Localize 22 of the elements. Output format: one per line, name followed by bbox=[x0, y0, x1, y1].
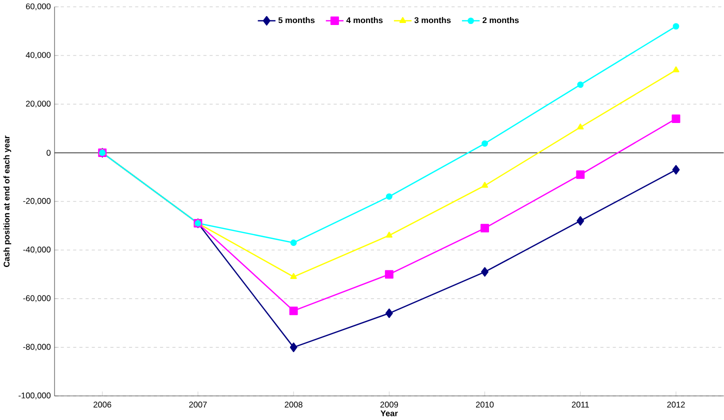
x-tick-label: 2006 bbox=[94, 402, 112, 408]
x-tick-label: 2011 bbox=[572, 402, 589, 408]
y-axis-title: Cash position at end of each year bbox=[3, 136, 12, 268]
legend-label: 3 months bbox=[414, 17, 451, 24]
x-tick-label: 2012 bbox=[667, 402, 685, 408]
y-tick-label: 60,000 bbox=[26, 4, 51, 10]
y-tick-label: -20,000 bbox=[23, 198, 51, 205]
y-tick-label: 0 bbox=[46, 150, 51, 156]
y-tick-label: -80,000 bbox=[23, 344, 51, 351]
legend-label: 5 months bbox=[278, 17, 315, 24]
y-tick-label: -60,000 bbox=[23, 295, 51, 302]
x-tick-label: 2008 bbox=[284, 402, 302, 408]
y-tick-label: 20,000 bbox=[26, 100, 51, 108]
x-tick-label: 2007 bbox=[189, 402, 207, 408]
y-tick-label: 40,000 bbox=[26, 52, 51, 60]
y-tick-label: -100,000 bbox=[18, 392, 51, 400]
y-tick-label: -40,000 bbox=[23, 246, 51, 254]
x-tick-label: 2009 bbox=[380, 402, 398, 408]
legend-label: 4 months bbox=[346, 17, 383, 24]
x-axis-title: Year bbox=[380, 410, 398, 416]
x-tick-label: 2010 bbox=[476, 402, 494, 408]
legend-label: 2 months bbox=[482, 17, 519, 24]
